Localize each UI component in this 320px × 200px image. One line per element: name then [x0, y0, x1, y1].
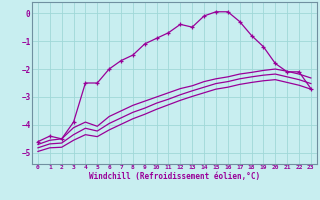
X-axis label: Windchill (Refroidissement éolien,°C): Windchill (Refroidissement éolien,°C): [89, 172, 260, 181]
